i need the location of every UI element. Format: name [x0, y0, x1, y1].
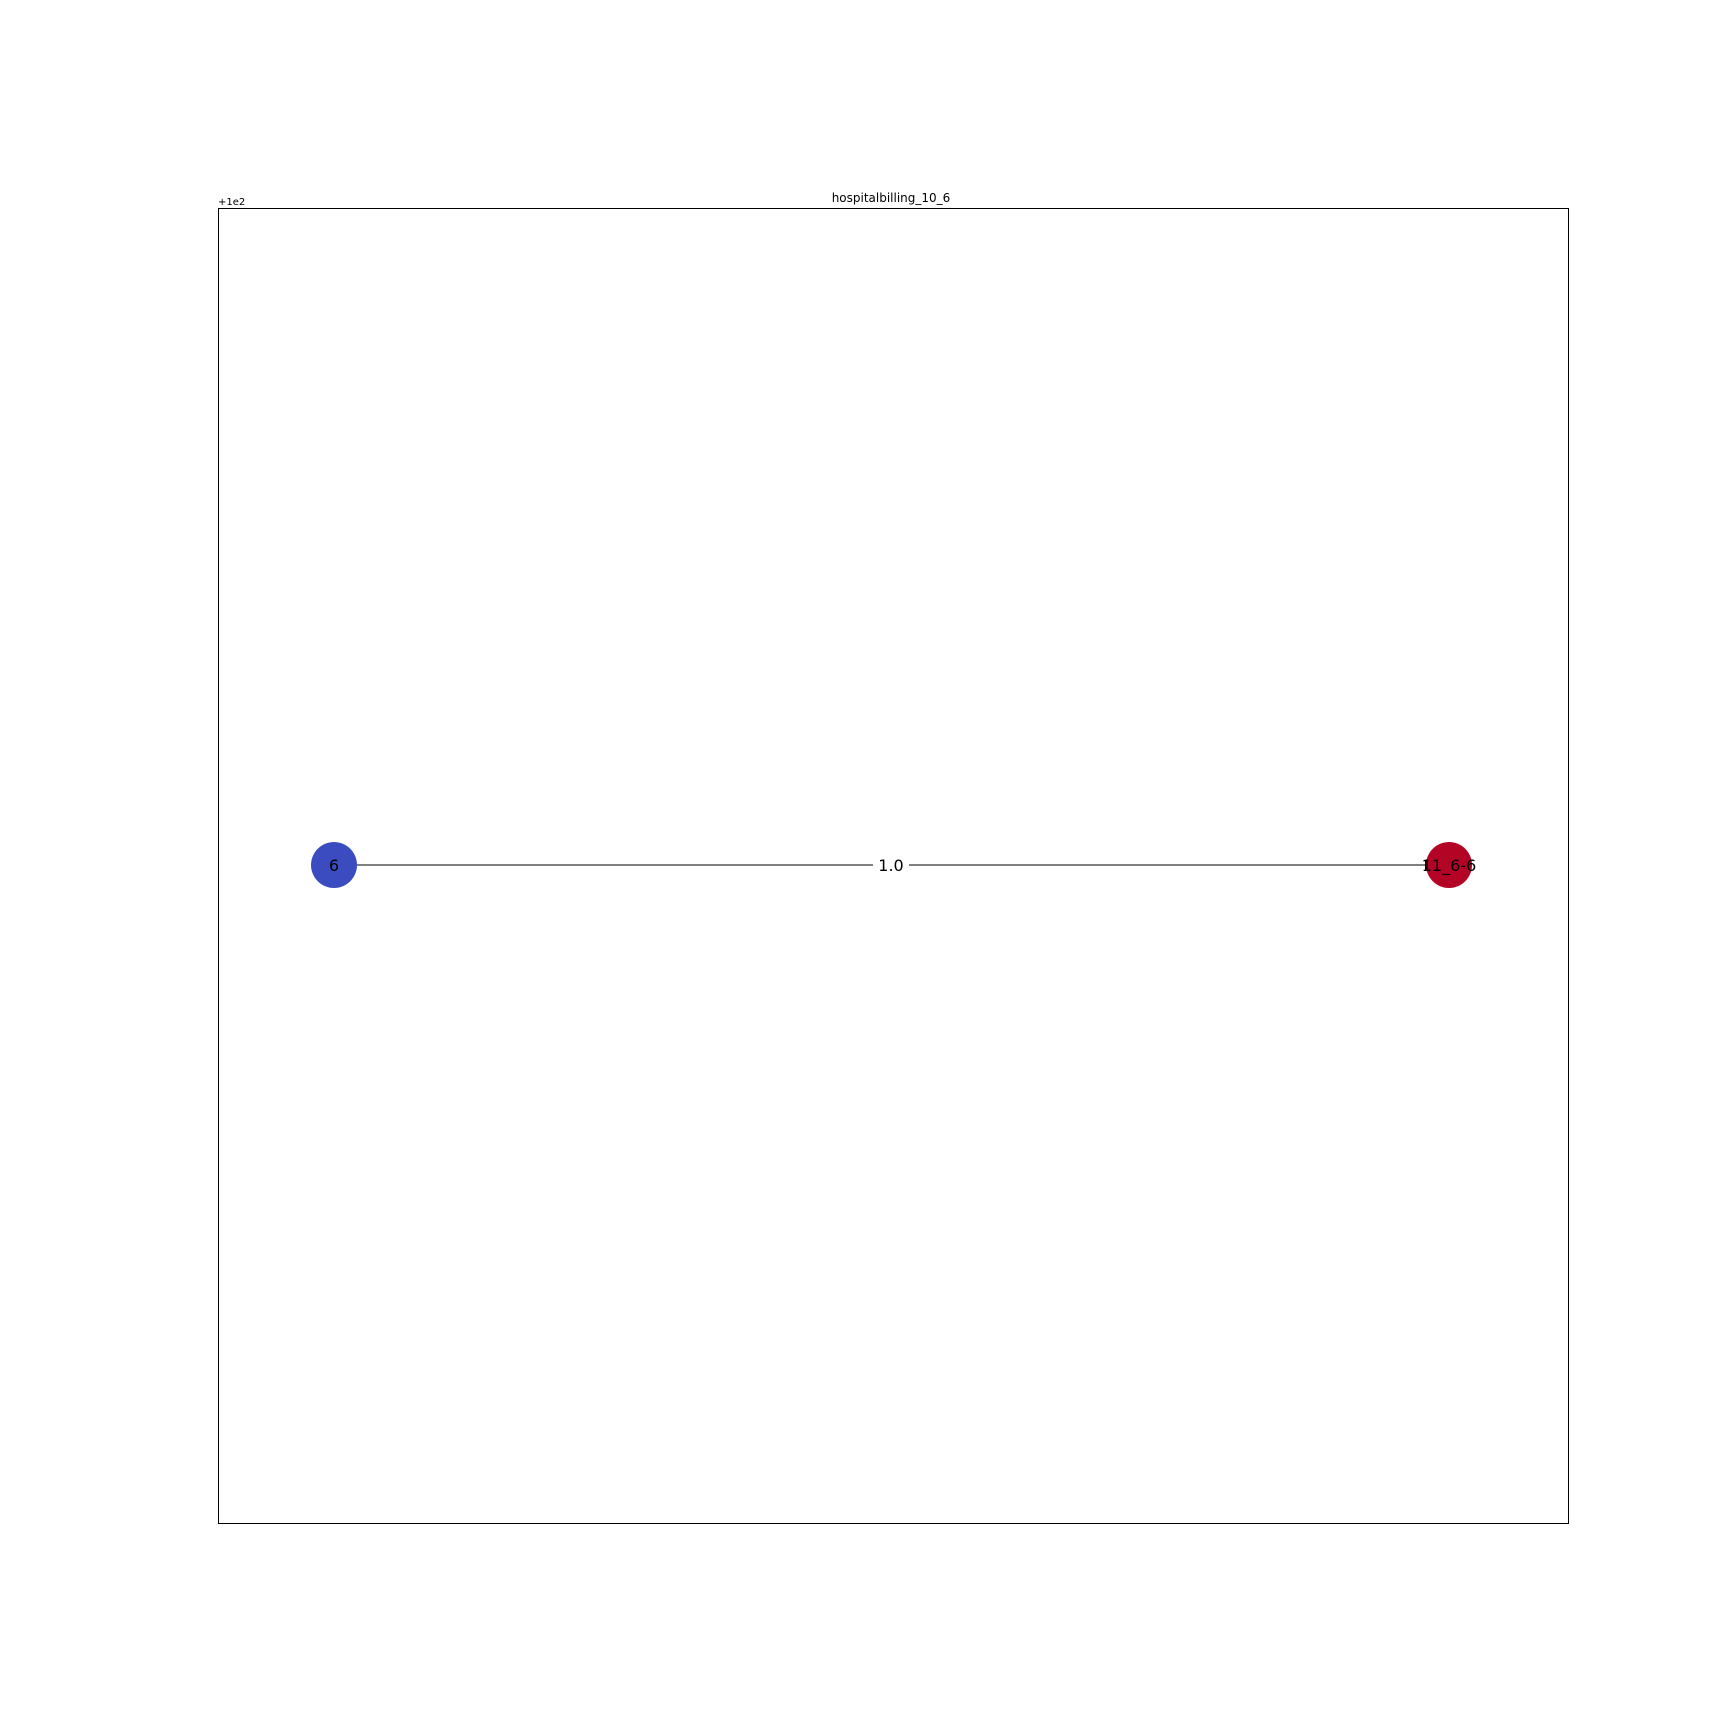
axis-offset-label: +1e2	[218, 197, 245, 208]
node-label: 6	[329, 856, 339, 875]
edge-weight-label: 1.0	[878, 856, 903, 875]
edge-label-background	[873, 852, 909, 878]
graph-node: 11_6-6	[1422, 842, 1477, 888]
axes-frame	[218, 208, 1569, 1524]
node-circle	[311, 842, 357, 888]
graph-node: 6	[311, 842, 357, 888]
nodes-layer: 6 11_6-6	[311, 842, 1476, 888]
plot-title: hospitalbilling_10_6	[832, 191, 951, 205]
node-circle	[1426, 842, 1472, 888]
node-label: 11_6-6	[1422, 856, 1477, 876]
